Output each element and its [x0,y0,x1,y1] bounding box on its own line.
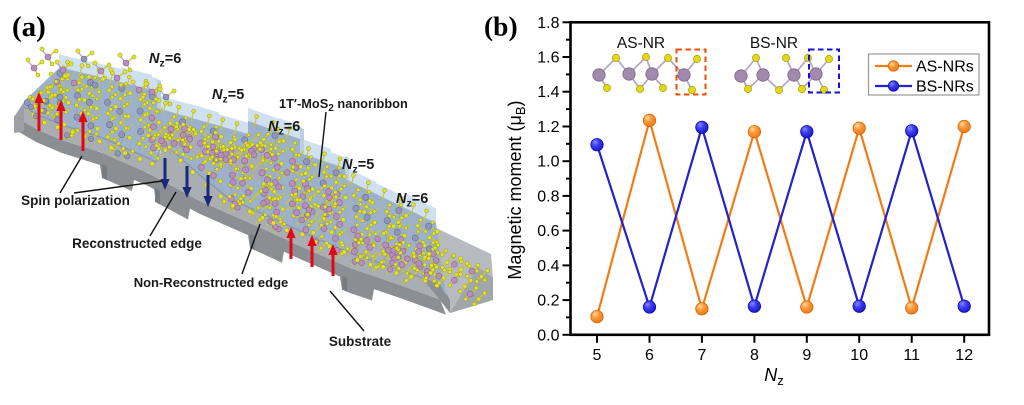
svg-text:AS-NR: AS-NR [617,35,665,52]
svg-text:Reconstructed edge: Reconstructed edge [72,236,202,251]
svg-text:Nz=5: Nz=5 [212,87,244,106]
svg-text:0.4: 0.4 [537,258,559,275]
svg-text:6: 6 [645,347,654,364]
svg-text:Nz=6: Nz=6 [268,119,300,138]
svg-text:1.2: 1.2 [537,119,559,136]
svg-text:Substrate: Substrate [329,334,392,349]
svg-text:BS-NRs: BS-NRs [916,79,974,96]
svg-text:0.2: 0.2 [537,293,559,310]
svg-text:AS-NRs: AS-NRs [916,59,974,76]
svg-text:12: 12 [955,347,973,364]
svg-text:1.4: 1.4 [537,84,559,101]
svg-text:5: 5 [593,347,602,364]
svg-text:Nz=6: Nz=6 [149,51,181,70]
svg-text:(b): (b) [484,11,518,42]
svg-text:Nz=5: Nz=5 [342,157,374,176]
svg-text:11: 11 [903,347,920,364]
svg-text:Non-Reconstructed edge: Non-Reconstructed edge [134,275,289,290]
svg-text:Nz: Nz [764,365,784,388]
svg-text:1.6: 1.6 [537,50,559,67]
svg-text:10: 10 [850,347,868,364]
svg-text:8: 8 [750,347,759,364]
svg-text:Spin polarization: Spin polarization [21,193,130,208]
svg-text:Nz=6: Nz=6 [396,191,428,210]
svg-text:(a): (a) [12,11,46,43]
svg-text:0.6: 0.6 [537,223,559,240]
svg-text:1T′-MoS2 nanoribbon: 1T′-MoS2 nanoribbon [279,96,408,114]
svg-text:0.8: 0.8 [537,188,559,205]
svg-text:9: 9 [802,347,811,364]
svg-text:BS-NR: BS-NR [750,35,798,52]
svg-text:0.0: 0.0 [537,327,559,344]
svg-text:1.8: 1.8 [537,15,559,32]
svg-text:1.0: 1.0 [537,154,559,171]
svg-text:7: 7 [697,347,706,364]
svg-text:Magnetic moment (μB): Magnetic moment (μB) [505,100,528,279]
